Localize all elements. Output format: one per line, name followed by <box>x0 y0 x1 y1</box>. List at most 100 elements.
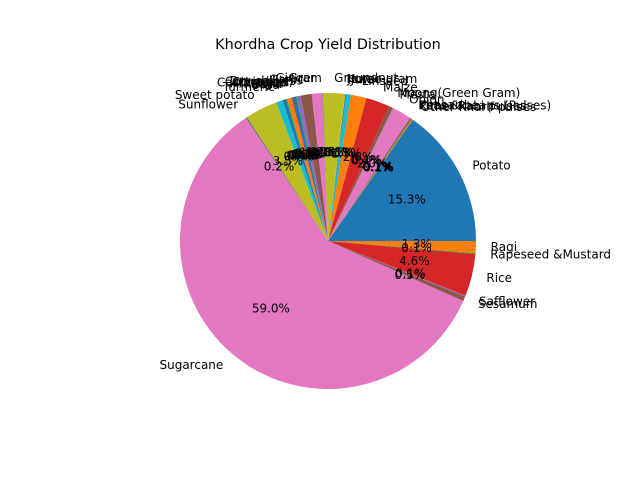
slice-safflower <box>328 241 466 297</box>
slice-castor-seed <box>291 97 328 241</box>
slice-percent-maize: 2.6% <box>343 150 374 164</box>
slice-jowar <box>328 94 347 241</box>
slice-bajra <box>286 98 328 241</box>
slice-jute <box>328 94 351 242</box>
slice-sunflower <box>245 117 328 241</box>
slice-other-rabi-pulses <box>328 118 413 241</box>
slice-percent-moong-green-gram: 0.4% <box>351 153 382 167</box>
slice-label-other-rabi-pulses: Other Rabi pulses <box>420 99 527 113</box>
slice-label-groundnut: Groundnut <box>334 71 398 85</box>
slice-label-khesari: Khesari <box>418 98 463 112</box>
slice-moong-green-gram <box>328 106 393 242</box>
slice-percent-onion: 2.0% <box>357 157 388 171</box>
slice-percent-potato: 15.3% <box>388 192 426 206</box>
slice-percent-peas-beans-pulses: 0.1% <box>362 160 393 174</box>
slice-horse-gram <box>328 93 346 242</box>
slice-label-jowar: Jowar <box>347 72 381 86</box>
slice-label-turmeric: Turmeric <box>222 80 275 94</box>
slice-onion <box>328 108 410 242</box>
slice-label-moong-green-gram: Moong(Green Gram) <box>397 86 520 100</box>
slice-khesari <box>328 117 411 241</box>
slice-percent-rice: 4.6% <box>399 254 430 268</box>
slice-label-sugarcane: Sugarcane <box>159 358 223 372</box>
slice-label-safflower: Safflower <box>479 294 535 308</box>
slice-label-mesta: Mesta <box>400 87 436 101</box>
slice-label-castor-seed: Castor seed <box>217 76 288 90</box>
slice-percent-jute: 0.5% <box>325 146 356 160</box>
slice-label-horse-gram: Horse-gram <box>346 72 417 86</box>
slice-label-urad: Urad <box>251 78 280 92</box>
slice-sesamum <box>328 241 466 301</box>
slice-percent-ginger: 1.1% <box>306 145 337 159</box>
slice-label-other-kharif-pulses: Other Kharif pulses <box>421 100 536 114</box>
slice-label-ginger: Ginger <box>275 71 315 85</box>
slice-dry-chillies <box>296 95 328 241</box>
slice-label-gram: Gram <box>289 71 322 85</box>
slice-percent-gram: 0.1% <box>309 145 340 159</box>
slice-label-rapeseed-mustard: Rapeseed &Mustard <box>490 247 611 261</box>
slice-percent-rapeseed-mustard: 0.1% <box>401 241 432 255</box>
slice-label-linseed: Linseed <box>362 74 408 88</box>
pie-slices <box>180 92 476 390</box>
slice-label-maize: Maize <box>383 80 418 94</box>
slice-turmeric <box>276 100 328 241</box>
slice-groundnut <box>322 92 345 241</box>
slice-label-potato: Potato <box>472 158 510 172</box>
slice-percent-groundnut: 2.3% <box>316 145 347 159</box>
slice-mesta <box>328 107 394 241</box>
slice-percent-khesari: 0.1% <box>362 160 393 174</box>
slice-percent-turmeric: 0.7% <box>284 150 315 164</box>
slice-peas-beans-pulses <box>328 118 412 241</box>
slice-rice <box>328 241 476 296</box>
slice-gram <box>321 93 328 241</box>
slice-percent-labels: 15.3%0.1%0.1%0.1%0.1%2.0%0.1%0.4%2.6%1.7… <box>252 145 432 316</box>
slice-percent-safflower: 0.1% <box>395 267 426 281</box>
slice-label-onion: Onion <box>409 92 444 106</box>
slice-percent-other-rabi-pulses: 0.1% <box>363 160 394 174</box>
slice-cotton-lint <box>295 96 328 241</box>
slice-percent-cotton-lint: 0.1% <box>294 147 325 161</box>
slice-coriander <box>292 96 328 241</box>
slice-maize <box>328 98 390 241</box>
slice-label-sunflower: Sunflower <box>178 98 238 112</box>
slice-percent-mesta: 0.1% <box>352 154 383 168</box>
slice-label-ragi: Ragi <box>491 240 517 254</box>
slice-label-sesamum: Sesamum <box>478 297 538 311</box>
slice-percent-arhar-tur: 0.5% <box>289 148 320 162</box>
slice-ginger <box>311 93 328 242</box>
slice-arhar-tur <box>286 97 328 241</box>
slice-rapeseed-mustard <box>328 241 476 255</box>
slice-percent-urad: 0.4% <box>286 149 317 163</box>
slice-percent-jowar: 0.1% <box>323 145 354 159</box>
slice-percent-other-kharif-pulses: 0.1% <box>363 161 394 175</box>
slice-garlic <box>300 93 328 242</box>
slice-label-coriander: Coriander <box>232 75 291 89</box>
slice-label-garlic: Garlic <box>269 72 304 86</box>
slice-label-jute: Jute <box>350 72 374 86</box>
slice-percent-bajra: 0.1% <box>288 148 319 162</box>
slice-urad <box>282 99 328 241</box>
slice-percent-horse-gram: 0.1% <box>323 145 354 159</box>
slice-label-arhar-tur: Arhar/Tur <box>230 76 285 90</box>
slice-ragi <box>328 241 476 254</box>
slice-percent-dry-chillies: 0.4% <box>295 146 326 160</box>
slice-sweet-potato <box>247 102 328 241</box>
slice-percent-sunflower: 0.2% <box>264 159 295 173</box>
slice-label-peas-beans-pulses: Peas & beans (Pulses) <box>419 99 551 113</box>
slice-other-kharif-pulses <box>328 119 413 241</box>
slice-label-bajra: Bajra <box>251 77 282 91</box>
slice-percent-garlic: 1.2% <box>300 146 331 160</box>
slice-sugarcane <box>180 118 464 390</box>
slice-percent-sesamum: 0.5% <box>394 268 425 282</box>
slice-label-rice: Rice <box>486 271 512 285</box>
slice-percent-sugarcane: 59.0% <box>252 302 290 316</box>
slice-label-sweet-potato: Sweet potato <box>175 88 255 102</box>
chart-title: Khordha Crop Yield Distribution <box>215 37 441 53</box>
slice-percent-coriander: 0.4% <box>292 147 323 161</box>
slice-percent-linseed: 1.7% <box>331 147 362 161</box>
slice-label-dry-chillies: Dry chillies <box>230 74 296 88</box>
slice-percent-sweet-potato: 3.5% <box>273 154 304 168</box>
